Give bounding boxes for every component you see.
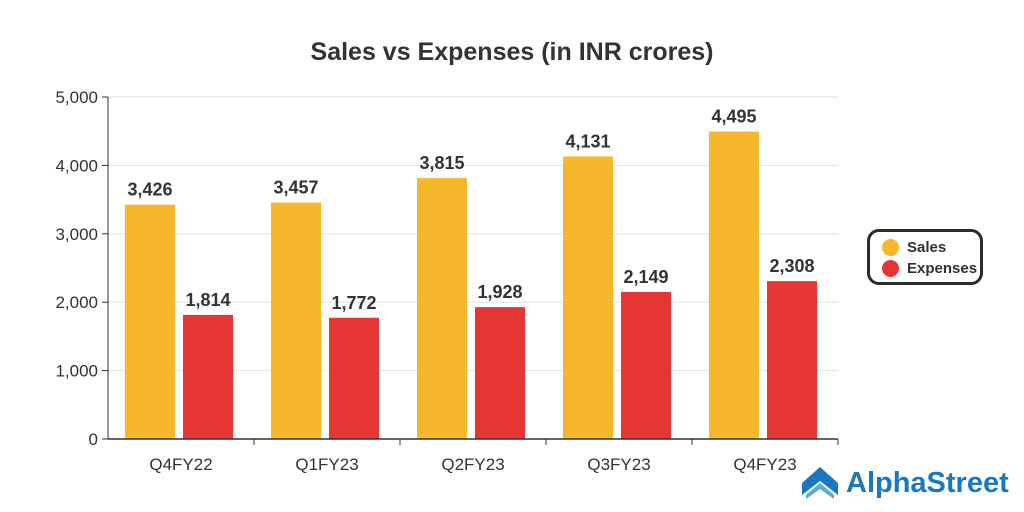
bar-expenses [767, 281, 817, 439]
alphastreet-logo: AlphaStreet [800, 465, 1009, 501]
data-label: 4,131 [565, 131, 610, 151]
bar-sales [125, 204, 175, 439]
logo-icon [802, 467, 838, 499]
x-tick-label: Q4FY23 [733, 455, 796, 474]
data-label: 3,426 [127, 180, 172, 200]
y-tick-label: 4,000 [55, 156, 98, 175]
x-tick-label: Q1FY23 [295, 455, 358, 474]
legend-label: Expenses [907, 260, 978, 277]
bar-expenses [329, 317, 379, 439]
brand-name: AlphaStreet [846, 466, 1009, 499]
data-label: 3,457 [273, 178, 318, 198]
bar-expenses [475, 307, 525, 439]
bar-expenses [183, 314, 233, 439]
y-tick-label: 0 [89, 430, 98, 449]
legend-item-expenses: Expenses [882, 258, 980, 279]
data-label: 3,815 [419, 153, 464, 173]
data-label: 2,149 [623, 267, 668, 287]
data-label: 1,814 [185, 290, 230, 310]
expenses-swatch [882, 260, 899, 277]
bar-expenses [621, 292, 671, 439]
x-tick-label: Q4FY22 [149, 455, 212, 474]
legend-label: Sales [907, 239, 947, 256]
bar-sales [417, 178, 467, 439]
legend-item-sales: Sales [882, 237, 980, 258]
bar-sales [563, 156, 613, 439]
data-label: 4,495 [711, 107, 756, 127]
y-tick-label: 1,000 [55, 362, 98, 381]
x-tick-label: Q3FY23 [587, 455, 650, 474]
data-label: 2,308 [769, 256, 814, 276]
y-tick-label: 5,000 [55, 88, 98, 107]
x-tick-label: Q2FY23 [441, 455, 504, 474]
bar-sales [709, 131, 759, 440]
bar-sales [271, 202, 321, 439]
sales-swatch [882, 239, 899, 256]
legend: Sales Expenses [867, 229, 983, 285]
y-tick-label: 3,000 [55, 225, 98, 244]
y-tick-label: 2,000 [55, 293, 98, 312]
chart-title: Sales vs Expenses (in INR crores) [311, 38, 714, 66]
data-label: 1,772 [331, 293, 376, 313]
data-label: 1,928 [477, 282, 522, 302]
